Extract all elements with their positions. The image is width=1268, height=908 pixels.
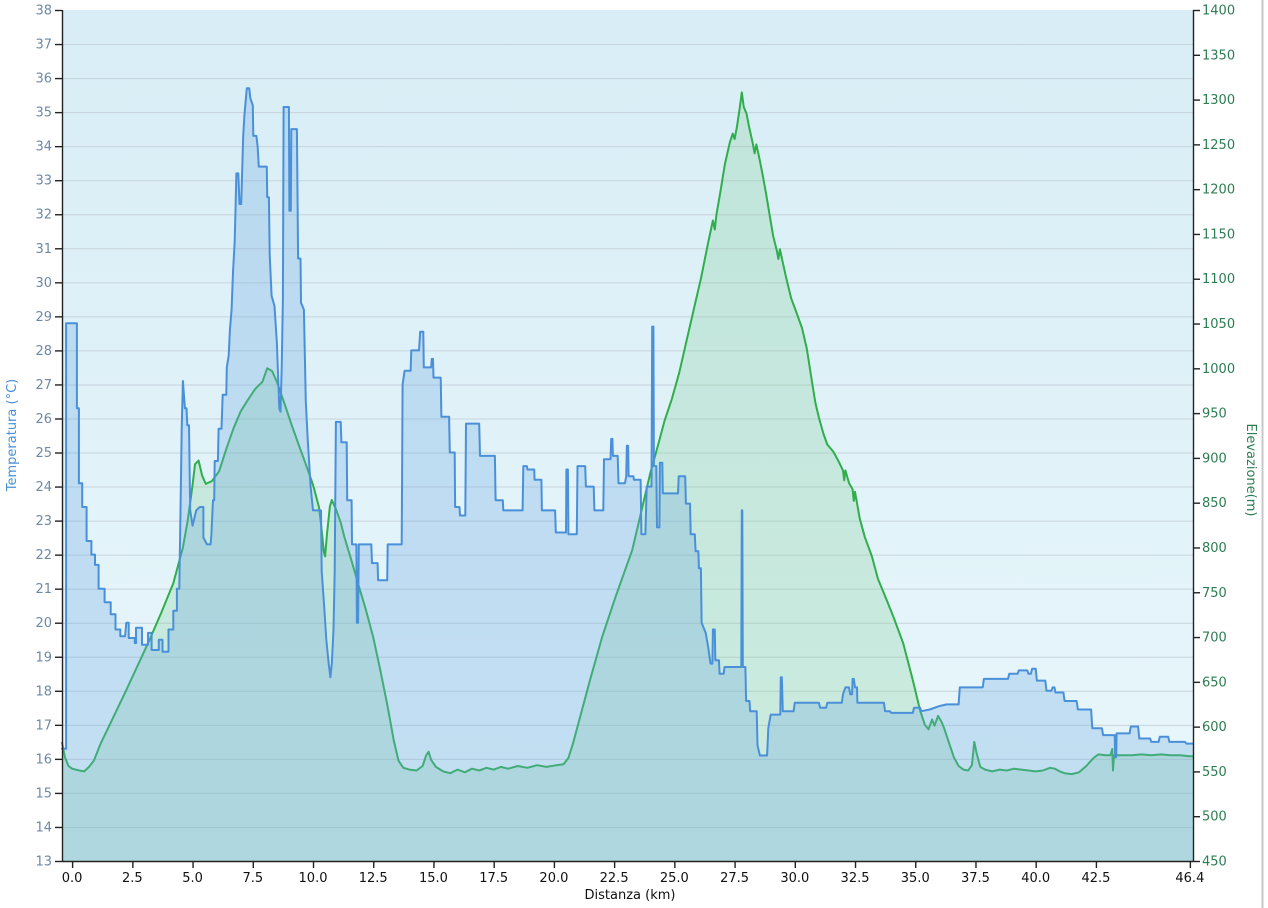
- y-right-tick-label: 950: [1202, 407, 1227, 422]
- y-right-tick-label: 1050: [1202, 317, 1235, 332]
- y-left-tick-label: 36: [35, 72, 52, 87]
- y-left-tick-label: 22: [35, 548, 52, 563]
- x-tick-label: 10.0: [299, 871, 328, 886]
- y-right-tick-label: 900: [1202, 451, 1227, 466]
- y-right-tick-label: 1400: [1202, 4, 1235, 19]
- y-left-tick-label: 30: [35, 276, 52, 291]
- x-tick-label: 20.0: [539, 871, 568, 886]
- x-tick-label: 5.0: [182, 871, 203, 886]
- y-right-tick-label: 500: [1202, 810, 1227, 825]
- y-left-tick-label: 38: [35, 4, 52, 19]
- y-right-tick-label: 1200: [1202, 183, 1235, 198]
- y-right-tick-label: 1150: [1202, 227, 1235, 242]
- x-tick-label: 42.5: [1081, 871, 1110, 886]
- x-tick-label: 15.0: [419, 871, 448, 886]
- gridlines: [62, 44, 1193, 828]
- y-right-tick-label: 1100: [1202, 272, 1235, 287]
- y-right-tick-label: 1300: [1202, 93, 1235, 108]
- x-tick-label: 27.5: [720, 871, 749, 886]
- y-left-tick-label: 24: [35, 480, 52, 495]
- y-right-tick-label: 1350: [1202, 48, 1235, 63]
- y-left-tick-label: 17: [35, 718, 52, 733]
- y-right-tick-label: 550: [1202, 765, 1227, 780]
- y-left-tick-label: 18: [35, 684, 52, 699]
- temperature-area: [62, 88, 1193, 862]
- y-left-tick-label: 15: [35, 786, 52, 801]
- axes: [61, 10, 1195, 863]
- x-tick-label: 37.5: [961, 871, 990, 886]
- y-right-tick-label: 450: [1202, 855, 1227, 870]
- elevation-area: [62, 92, 1193, 861]
- x-tick-label: 40.0: [1021, 871, 1050, 886]
- x-tick-label: 22.5: [600, 871, 629, 886]
- y-right-tick-label: 600: [1202, 720, 1227, 735]
- y-left-tick-label: 33: [35, 174, 52, 189]
- x-tick-label: 17.5: [479, 871, 508, 886]
- x-tick-label: 32.5: [841, 871, 870, 886]
- y-left-tick-label: 35: [35, 106, 52, 121]
- y-left-tick-label: 32: [35, 208, 52, 223]
- y-left-tick-label: 13: [35, 855, 52, 870]
- x-tick-label: 2.5: [122, 871, 143, 886]
- temperature-series: [61, 87, 1194, 862]
- y-left-tick-label: 34: [35, 140, 52, 155]
- y-right-tick-label: 650: [1202, 675, 1227, 690]
- elevation-series: [61, 91, 1194, 861]
- temperature-line: [61, 87, 1194, 759]
- y-left-tick-label: 20: [35, 616, 52, 631]
- y-left-tick-label: 37: [35, 38, 52, 53]
- x-tick-label: 46.4: [1175, 871, 1204, 886]
- y-left-tick-label: 14: [35, 820, 52, 835]
- x-tick-label: 25.0: [660, 871, 689, 886]
- y-left-tick-label: 16: [35, 752, 52, 767]
- y-right-tick-label: 700: [1202, 631, 1227, 646]
- y-left-tick-label: 27: [35, 378, 52, 393]
- y-left-tick-label: 29: [35, 310, 52, 325]
- x-tick-label: 30.0: [780, 871, 809, 886]
- x-tick-label: 35.0: [901, 871, 930, 886]
- y-right-axis-title: Elevazione(m): [1243, 424, 1258, 517]
- y-left-tick-label: 23: [35, 514, 52, 529]
- x-tick-label: 0.0: [62, 871, 83, 886]
- y-left-tick-label: 31: [35, 242, 52, 257]
- y-left-tick-label: 21: [35, 582, 52, 597]
- x-axis-title: Distanza (km): [585, 888, 676, 903]
- y-left-tick-label: 25: [35, 446, 52, 461]
- x-tick-label: 7.5: [242, 871, 263, 886]
- y-right-tick-label: 800: [1202, 541, 1227, 556]
- elevation-line: [61, 91, 1194, 776]
- tick-marks: [55, 9, 1200, 868]
- y-left-tick-label: 26: [35, 412, 52, 427]
- y-right-tick-label: 1000: [1202, 362, 1235, 377]
- plot-area: [62, 10, 1193, 861]
- y-right-tick-label: 1250: [1202, 138, 1235, 153]
- y-right-tick-label: 750: [1202, 586, 1227, 601]
- tick-labels: 13 14 15 16 17 18 19 20 21 22 23 24 25 26 27 28 29 30 31 32…: [35, 4, 1235, 887]
- y-left-tick-label: 19: [35, 650, 52, 665]
- x-tick-label: 12.5: [359, 871, 388, 886]
- y-left-tick-label: 28: [35, 344, 52, 359]
- y-left-axis-title: Temperatura (°C): [5, 379, 20, 492]
- y-right-tick-label: 850: [1202, 496, 1227, 511]
